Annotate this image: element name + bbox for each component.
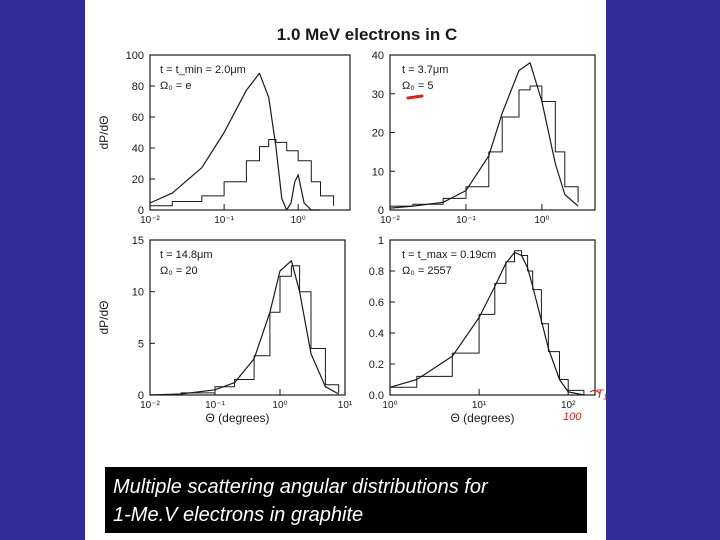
note-t1: T₁	[596, 387, 607, 401]
y-tick-label: 0.4	[369, 328, 384, 340]
y-tick-label: 80	[132, 81, 144, 93]
y-tick-label: 20	[372, 128, 384, 140]
y-tick-label: 0	[138, 205, 144, 217]
histogram-series	[150, 139, 335, 207]
panel-annotation: t = t_min = 2.0μm	[160, 64, 246, 76]
chart-panel-bottom-right: 0.0 0.2 0.4 0.6 0.8 1 10⁰ 10¹ 10² Θ (degrees) t = …	[369, 235, 596, 425]
handwritten-underline	[406, 94, 424, 100]
x-tick-label: 10⁻¹	[214, 215, 234, 226]
y-tick-label: 100	[126, 50, 144, 62]
y-axis-label: dP/dΘ	[97, 300, 111, 334]
y-tick-label: 30	[372, 89, 384, 101]
plot-frame	[149, 239, 346, 396]
x-tick-label: 10⁻¹	[456, 215, 476, 226]
y-tick-label: 10	[372, 166, 384, 178]
x-tick-label: 10⁰	[534, 215, 549, 226]
y-tick-label: 40	[372, 50, 384, 62]
x-tick-label: 10⁰	[272, 400, 287, 411]
x-tick-label: 10⁻²	[140, 215, 160, 226]
panel-annotation: t = 14.8μm	[160, 249, 213, 261]
y-tick-label: 0.8	[369, 266, 384, 278]
x-tick-label: 10¹	[338, 400, 353, 411]
x-tick-label: 10²	[561, 400, 576, 411]
theory-curve	[149, 72, 321, 211]
y-tick-label: 10	[132, 287, 144, 299]
x-axis-label: Θ (degrees)	[450, 411, 514, 425]
y-tick-label: 1	[378, 235, 384, 247]
y-tick-label: 15	[132, 235, 144, 247]
x-tick-label: 10⁻¹	[205, 400, 225, 411]
theory-curve	[149, 260, 339, 396]
caption-line-2: 1-Me.V electrons in graphite	[113, 504, 364, 526]
y-tick-label: 0.6	[369, 297, 384, 309]
y-tick-label: 0.2	[369, 359, 384, 371]
x-axis-label: Θ (degrees)	[205, 411, 269, 425]
x-tick-label: 10⁻²	[380, 215, 400, 226]
y-tick-label: 40	[132, 143, 144, 155]
chart-panel-top-right: 0 10 20 30 40 10⁻² 10⁻¹ 10⁰ t = 3.7μm Ω₀ = 5	[372, 50, 596, 226]
histogram-series	[390, 250, 585, 395]
panel-annotation: Ω₀ = 20	[160, 265, 198, 277]
caption-line-1: Multiple scattering angular distribution…	[113, 476, 488, 498]
y-tick-label: 20	[132, 174, 144, 186]
panel-annotation: Ω₀ = 2557	[402, 265, 452, 277]
plot-frame	[389, 54, 596, 211]
x-tick-label: 10⁻²	[140, 400, 160, 411]
panel-annotation: t = t_max = 0.19cm	[402, 249, 496, 261]
x-tick-label: 10⁰	[291, 215, 306, 226]
panel-annotation: Ω₀ = e	[160, 80, 191, 92]
plot-frame	[149, 54, 351, 211]
chart-panel-top-left: 0 20 40 60 80 100 10⁻² 10⁻¹ 10⁰ dP/dΘ t = t_min = …	[97, 50, 351, 226]
y-tick-label: 0.0	[369, 390, 384, 402]
plot-frame	[389, 239, 596, 396]
x-tick-label: 10¹	[472, 400, 487, 411]
figure-title: 1.0 MeV electrons in C	[277, 25, 457, 44]
y-axis-label: dP/dΘ	[97, 115, 111, 149]
histogram-series	[390, 85, 579, 207]
theory-curve	[389, 62, 579, 209]
x-tick-label: 10⁰	[382, 400, 397, 411]
histogram-series	[150, 265, 340, 396]
y-tick-label: 0	[138, 390, 144, 402]
y-tick-label: 0	[378, 205, 384, 217]
note-100: 100	[563, 411, 582, 423]
panel-annotation: Ω₀ = 5	[402, 80, 433, 92]
caption-box: Multiple scattering angular distribution…	[105, 467, 587, 533]
y-tick-label: 5	[138, 338, 144, 350]
panel-annotation: t = 3.7μm	[402, 64, 448, 76]
handwritten-mark	[589, 389, 601, 395]
chart-panel-bottom-left: 0 5 10 15 10⁻² 10⁻¹ 10⁰ 10¹ dP/dΘ Θ (degrees) t = …	[97, 235, 353, 425]
y-tick-label: 60	[132, 112, 144, 124]
